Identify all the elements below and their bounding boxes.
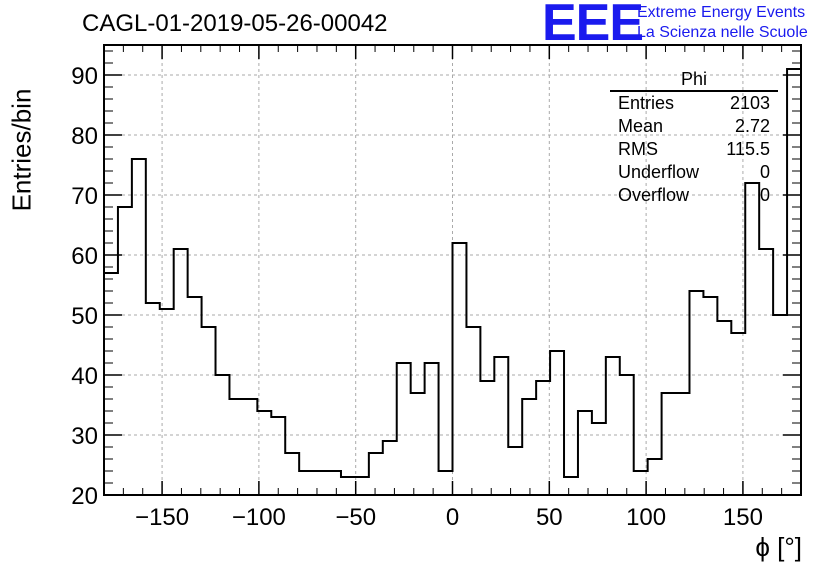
- histogram-bin: [146, 303, 160, 495]
- histogram-bin: [466, 327, 480, 495]
- y-tick-labels: 20 30 40 50 60 70 80 90: [71, 63, 98, 510]
- histogram-bin: [118, 207, 132, 495]
- histogram-bin: [787, 69, 801, 495]
- stats-value: 0: [759, 162, 770, 182]
- y-tick-label: 30: [71, 423, 98, 450]
- histogram-bin: [271, 417, 285, 495]
- histogram-bin: [439, 471, 453, 495]
- histogram-bin: [229, 399, 243, 495]
- histogram-bin: [536, 381, 550, 495]
- histogram-bin: [508, 447, 522, 495]
- stats-label: RMS: [618, 139, 658, 159]
- histogram-bin: [453, 243, 467, 495]
- stats-value: 2.72: [734, 116, 770, 136]
- x-tick-label: −150: [135, 504, 189, 531]
- histogram-bin: [383, 441, 397, 495]
- histogram-bin: [689, 291, 703, 495]
- y-axis-label-text: Entries/bin: [6, 88, 37, 212]
- stats-label: Entries: [618, 93, 675, 113]
- histogram-bin: [341, 477, 355, 495]
- histogram-bin: [327, 471, 341, 495]
- histogram-bin: [160, 309, 174, 495]
- histogram-bin: [188, 297, 202, 495]
- x-tick-label: 0: [446, 504, 459, 531]
- y-tick-label: 50: [71, 303, 98, 330]
- stats-label: Underflow: [618, 162, 700, 182]
- stats-row: Entries 2103: [610, 92, 778, 115]
- stats-row: RMS 115.5: [610, 138, 778, 161]
- histogram-bin: [299, 471, 313, 495]
- histogram-bin: [369, 453, 383, 495]
- histogram-bin: [216, 375, 230, 495]
- histogram-series: [104, 68, 801, 495]
- histogram-bin: [104, 273, 118, 495]
- histogram-bin: [550, 351, 564, 495]
- histogram-bin: [313, 471, 327, 495]
- y-tick-label: 40: [71, 363, 98, 390]
- tagline-line-1: Extreme Energy Events: [637, 4, 806, 21]
- histogram-bin: [425, 363, 439, 495]
- histogram-bin: [578, 411, 592, 495]
- y-tick-label: 20: [71, 483, 98, 510]
- x-tick-labels: −150 −100 −50 0 50 100 150: [135, 504, 763, 531]
- y-tick-label: 90: [71, 63, 98, 90]
- stats-label: Mean: [618, 116, 664, 136]
- y-tick-label: 80: [71, 123, 98, 150]
- histogram-bin: [676, 393, 690, 495]
- histogram-bin: [564, 477, 578, 495]
- histogram-bin: [759, 249, 773, 495]
- histogram-bin: [480, 381, 494, 495]
- stats-value: 0: [759, 185, 770, 205]
- histogram-bin: [202, 327, 216, 495]
- histogram-bin: [411, 393, 425, 495]
- stats-value: 2103: [729, 93, 770, 113]
- histogram-bin: [592, 423, 606, 495]
- histogram-bin: [397, 363, 411, 495]
- x-tick-label: 100: [626, 504, 666, 531]
- histogram-bin: [355, 477, 369, 495]
- stats-value: 115.5: [726, 139, 770, 159]
- stats-row: Underflow 0: [610, 161, 778, 184]
- histogram-bin: [703, 297, 717, 495]
- histogram-bin: [662, 393, 676, 495]
- tagline-line-2: La Scienza nelle Scuole: [637, 24, 808, 41]
- y-tick-label: 70: [71, 183, 98, 210]
- eee-logo: EEE: [542, 0, 644, 52]
- chart-title: CAGL-01-2019-05-26-00042: [82, 10, 388, 37]
- stats-title: Phi: [610, 68, 778, 92]
- y-axis-label: Entries/bin: [6, 89, 38, 212]
- stats-row: Overflow 0: [610, 184, 778, 207]
- stats-row: Mean 2.72: [610, 115, 778, 138]
- histogram-bin: [285, 453, 299, 495]
- histogram-bin: [717, 321, 731, 495]
- axis-ticks: [104, 45, 801, 496]
- y-tick-label: 60: [71, 243, 98, 270]
- stats-box: Phi Entries 2103 Mean 2.72 RMS 115.5 Underf…: [610, 68, 778, 207]
- x-tick-label: −50: [335, 504, 376, 531]
- x-axis-label: ϕ [°]: [755, 532, 802, 562]
- histogram-bin: [648, 459, 662, 495]
- histogram-bin: [620, 375, 634, 495]
- histogram-bin: [243, 399, 257, 495]
- x-tick-label: 150: [723, 504, 763, 531]
- histogram-bin: [745, 183, 759, 495]
- histogram-bin: [494, 357, 508, 495]
- histogram-bin: [773, 315, 787, 495]
- histogram-bin: [731, 333, 745, 495]
- eee-tagline: Extreme Energy Events La Scienza nelle S…: [637, 3, 808, 43]
- stats-label: Overflow: [618, 185, 690, 205]
- histogram-bin: [606, 357, 620, 495]
- x-tick-label: 50: [536, 504, 563, 531]
- histogram-step-line: [104, 68, 801, 478]
- x-tick-label: −100: [232, 504, 286, 531]
- histogram-bin: [132, 159, 146, 495]
- histogram-bin: [522, 399, 536, 495]
- histogram-bin: [174, 249, 188, 495]
